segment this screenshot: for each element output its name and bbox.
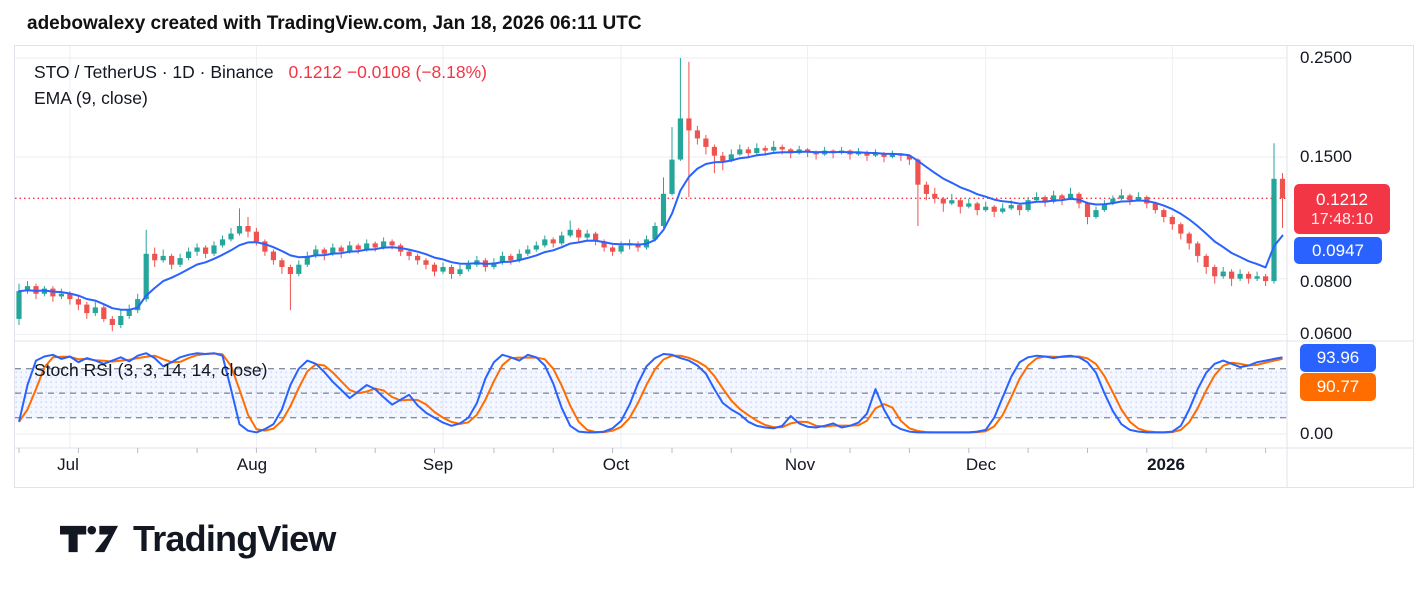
symbol-title-row: STO / TetherUS · 1D · Binance 0.1212 −0.… <box>34 58 487 87</box>
price-axis-label-0.2500: 0.2500 <box>1300 48 1352 67</box>
tradingview-logo-icon <box>60 525 118 553</box>
ema-value-badge: 0.0947 <box>1294 237 1382 264</box>
time-axis-label-aug: Aug <box>236 455 268 474</box>
stoch-k-badge-text: 93.96 <box>1316 348 1360 367</box>
chart-area[interactable] <box>14 45 1414 488</box>
time-axis-label-oct: Oct <box>602 455 630 474</box>
time-axis-label-nov: Nov <box>784 455 816 474</box>
tradingview-logo[interactable]: TradingView <box>60 513 336 565</box>
stoch-axis-label-zero: 0.00 <box>1300 424 1334 443</box>
symbol-title: STO / TetherUS · 1D · Binance <box>34 62 274 82</box>
stoch-k-badge: 93.96 <box>1300 344 1376 372</box>
ema-indicator-label: EMA (9, close) <box>34 88 148 108</box>
ema-value-badge-text: 0.0947 <box>1312 240 1364 260</box>
price-change-text: 0.1212 −0.0108 (−8.18%) <box>288 62 487 82</box>
time-axis-label-jul: Jul <box>57 455 79 474</box>
stoch-d-badge: 90.77 <box>1300 373 1376 401</box>
attribution-text: adebowalexy created with TradingView.com… <box>27 13 642 34</box>
last-price-badge-time: 17:48:10 <box>1310 210 1374 228</box>
time-axis-label-sep: Sep <box>422 455 454 474</box>
time-axis-label-2026: 2026 <box>1147 455 1185 474</box>
stoch-rsi-label: Stoch RSI (3, 3, 14, 14, close) <box>34 360 268 380</box>
price-axis-label-0.0800: 0.0800 <box>1300 272 1352 291</box>
price-chart-canvas[interactable] <box>15 46 1413 487</box>
last-price-badge: 0.1212 17:48:10 <box>1294 184 1390 234</box>
price-axis-label-0.1500: 0.1500 <box>1300 147 1352 166</box>
price-axis-label-0.0600: 0.0600 <box>1300 324 1352 343</box>
time-axis-label-dec: Dec <box>965 455 997 474</box>
tradingview-logo-text: TradingView <box>133 518 336 559</box>
last-price-badge-value: 0.1212 <box>1316 189 1368 209</box>
stoch-d-badge-text: 90.77 <box>1316 377 1360 396</box>
